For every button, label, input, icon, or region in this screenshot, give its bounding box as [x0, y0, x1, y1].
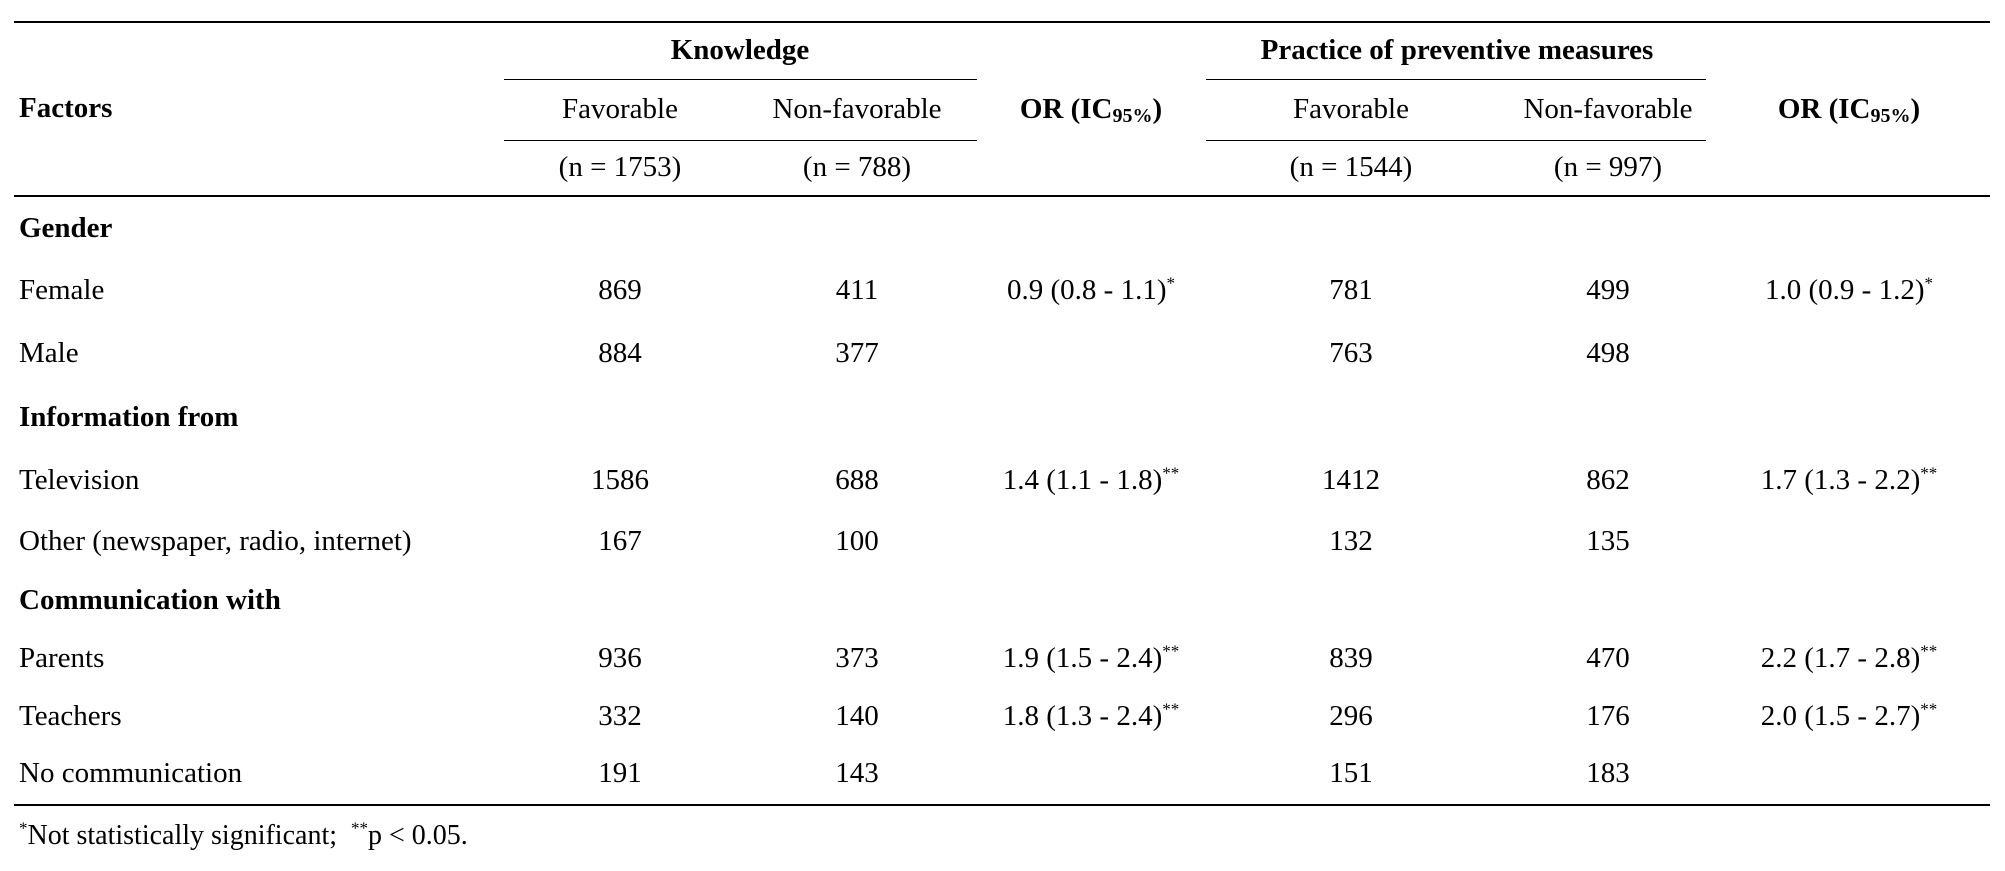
knowledge-or-value: 1.8 (1.3 - 2.4)** — [1002, 699, 1180, 732]
row-label: Male — [19, 337, 79, 369]
practice-favorable-value: 781 — [1329, 274, 1373, 306]
practice-nonfavorable-value: 135 — [1586, 525, 1630, 557]
knowledge-rule — [504, 79, 977, 80]
practice-header: Practice of preventive measures — [1260, 34, 1654, 66]
knowledge-or-value: 1.9 (1.5 - 2.4)** — [1002, 641, 1180, 674]
practice-favorable-value: 1412 — [1322, 464, 1380, 496]
practice-or-value: 1.0 (0.9 - 1.2)* — [1765, 273, 1933, 306]
practice-rule — [1206, 79, 1706, 80]
factors-header: Factors — [19, 92, 113, 124]
group-communication: Communication with — [19, 584, 281, 616]
knowledge-or-header: OR (IC95%) — [1019, 93, 1163, 127]
practice-nonfavorable-value: 183 — [1586, 757, 1630, 789]
practice-nonfavorable-value: 498 — [1586, 337, 1630, 369]
top-rule — [14, 21, 1990, 23]
knowledge-favorable-value: 936 — [598, 642, 642, 674]
practice-nonfavorable-value: 470 — [1586, 642, 1630, 674]
knowledge-nonfavorable-value: 411 — [835, 274, 879, 306]
knowledge-or-value: 0.9 (0.8 - 1.1)* — [1007, 273, 1175, 306]
knowledge-favorable-value: 1586 — [591, 464, 649, 496]
practice-or-value: 1.7 (1.3 - 2.2)** — [1760, 463, 1938, 496]
practice-nonfavorable-header: Non-favorable — [1523, 93, 1693, 125]
knowledge-favorable-value: 167 — [598, 525, 642, 557]
favorable-rule — [504, 140, 977, 141]
knowledge-favorable-header: Favorable — [562, 93, 678, 125]
knowledge-favorable-value: 884 — [598, 337, 642, 369]
practice-favorable-value: 132 — [1329, 525, 1373, 557]
knowledge-nonfavorable-value: 140 — [835, 700, 879, 732]
bottom-rule — [14, 804, 1990, 806]
practice-favorable-rule — [1206, 140, 1706, 141]
practice-nonfavorable-value: 862 — [1586, 464, 1630, 496]
knowledge-or-value: 1.4 (1.1 - 1.8)** — [1002, 463, 1180, 496]
knowledge-nonfavorable-value: 100 — [835, 525, 879, 557]
knowledge-favorable-value: 869 — [598, 274, 642, 306]
practice-or-value: 2.2 (1.7 - 2.8)** — [1760, 641, 1938, 674]
row-label: Other (newspaper, radio, internet) — [19, 525, 412, 557]
group-gender: Gender — [19, 212, 113, 244]
knowledge-nonfavorable-n: (n = 788) — [802, 151, 912, 183]
practice-favorable-header: Favorable — [1293, 93, 1409, 125]
knowledge-nonfavorable-value: 377 — [835, 337, 879, 369]
knowledge-nonfavorable-header: Non-favorable — [772, 93, 942, 125]
knowledge-favorable-value: 191 — [598, 757, 642, 789]
group-information: Information from — [19, 401, 239, 433]
row-label: Television — [19, 464, 140, 496]
row-label: Teachers — [19, 700, 122, 732]
header-bottom-rule — [14, 195, 1990, 197]
practice-favorable-value: 763 — [1329, 337, 1373, 369]
knowledge-nonfavorable-value: 688 — [835, 464, 879, 496]
row-label: No communication — [19, 757, 243, 789]
knowledge-nonfavorable-value: 143 — [835, 757, 879, 789]
practice-favorable-n: (n = 1544) — [1289, 151, 1413, 183]
practice-favorable-value: 151 — [1329, 757, 1373, 789]
table-footnote: *Not statistically significant; **p < 0.… — [19, 818, 468, 851]
practice-favorable-value: 296 — [1329, 700, 1373, 732]
practice-favorable-value: 839 — [1329, 642, 1373, 674]
practice-nonfavorable-value: 176 — [1586, 700, 1630, 732]
knowledge-favorable-n: (n = 1753) — [558, 151, 682, 183]
knowledge-favorable-value: 332 — [598, 700, 642, 732]
practice-nonfavorable-n: (n = 997) — [1553, 151, 1663, 183]
knowledge-nonfavorable-value: 373 — [835, 642, 879, 674]
practice-nonfavorable-value: 499 — [1586, 274, 1630, 306]
knowledge-header: Knowledge — [670, 34, 810, 66]
practice-or-value: 2.0 (1.5 - 2.7)** — [1760, 699, 1938, 732]
row-label: Female — [19, 274, 105, 306]
row-label: Parents — [19, 642, 105, 674]
practice-or-header: OR (IC95%) — [1777, 93, 1921, 127]
